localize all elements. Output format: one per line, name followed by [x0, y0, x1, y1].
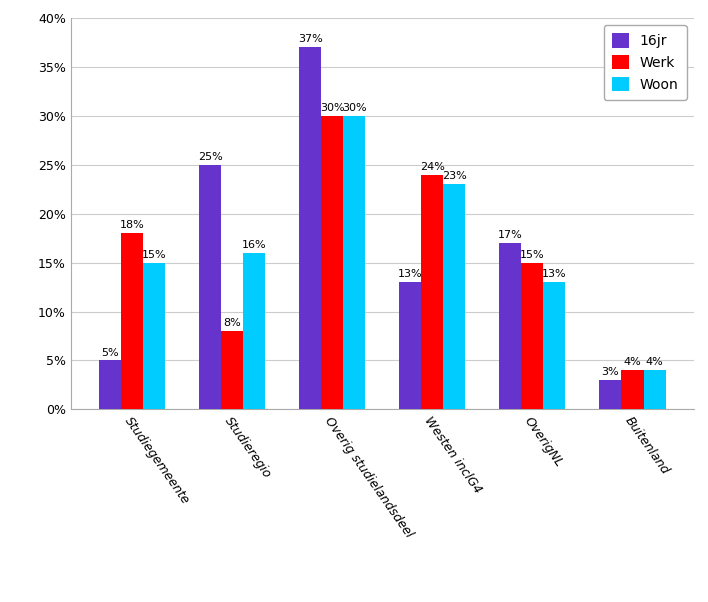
- Bar: [443, 184, 465, 409]
- Text: 30%: 30%: [342, 103, 367, 113]
- Text: 30%: 30%: [320, 103, 345, 113]
- Text: 4%: 4%: [624, 358, 641, 367]
- Text: 5%: 5%: [101, 347, 119, 358]
- Bar: [299, 48, 321, 409]
- Bar: [321, 116, 343, 409]
- Text: 37%: 37%: [298, 34, 323, 45]
- Bar: [99, 361, 121, 409]
- Text: 23%: 23%: [442, 172, 467, 181]
- Bar: [121, 233, 143, 409]
- Text: 15%: 15%: [520, 250, 544, 259]
- Bar: [399, 282, 421, 409]
- Bar: [143, 262, 165, 409]
- Bar: [622, 370, 644, 409]
- Bar: [343, 116, 365, 409]
- Text: 13%: 13%: [542, 269, 567, 279]
- Text: 17%: 17%: [498, 230, 523, 240]
- Bar: [421, 175, 443, 409]
- Text: 4%: 4%: [646, 358, 663, 367]
- Text: 25%: 25%: [198, 152, 222, 162]
- Bar: [521, 262, 544, 409]
- Text: 16%: 16%: [242, 240, 266, 250]
- Legend: 16jr, Werk, Woon: 16jr, Werk, Woon: [604, 25, 687, 100]
- Bar: [244, 253, 266, 409]
- Bar: [199, 165, 221, 409]
- Bar: [644, 370, 666, 409]
- Bar: [499, 243, 521, 409]
- Text: 8%: 8%: [223, 318, 241, 328]
- Text: 3%: 3%: [602, 367, 620, 377]
- Text: 24%: 24%: [420, 162, 445, 172]
- Bar: [600, 380, 622, 409]
- Bar: [544, 282, 566, 409]
- Text: 18%: 18%: [120, 220, 144, 231]
- Text: 13%: 13%: [398, 269, 423, 279]
- Bar: [221, 331, 244, 409]
- Text: 15%: 15%: [142, 250, 166, 259]
